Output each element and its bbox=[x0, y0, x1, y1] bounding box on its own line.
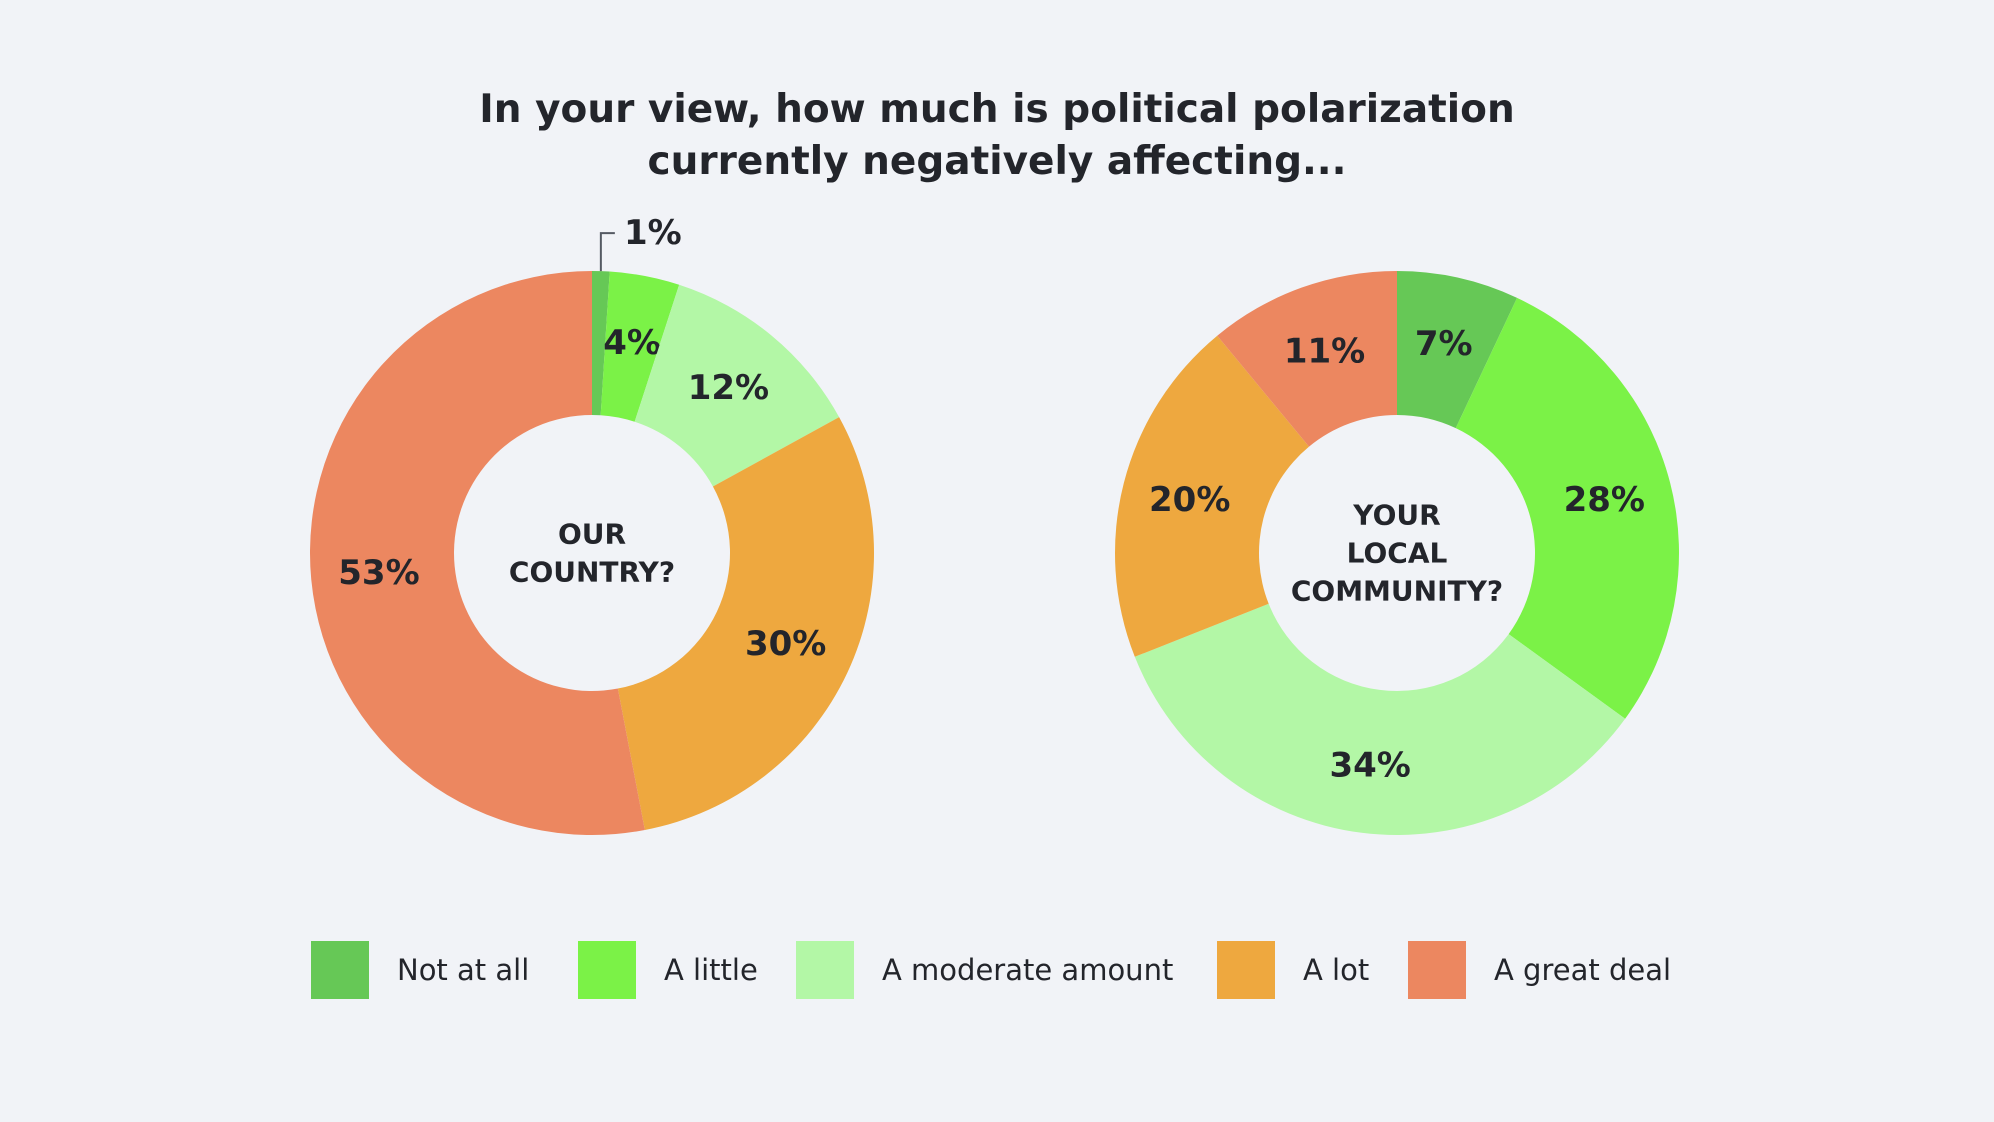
legend-swatch-a-moderate-amount bbox=[796, 941, 854, 999]
donut-1: 1% 4% 12% 30% 53% OUR COUNTRY? bbox=[309, 213, 874, 836]
donut-2-center-label-line-2: LOCAL bbox=[1347, 537, 1448, 570]
donut-2-slice-a-great-deal bbox=[1217, 271, 1397, 447]
legend-label-a-moderate-amount: A moderate amount bbox=[882, 953, 1174, 987]
donut-1-leader-not-at-all bbox=[599, 232, 615, 272]
donut-1-label-a-lot: 30% bbox=[745, 624, 826, 664]
donut-2-label-a-great-deal: 11% bbox=[1284, 332, 1365, 372]
donut-1-label-a-great-deal: 53% bbox=[338, 553, 419, 593]
donut-2-center-label-line-1: YOUR bbox=[1352, 499, 1440, 532]
chart-legend: Not at all A little A moderate amount A … bbox=[0, 940, 1994, 1006]
legend-label-not-at-all: Not at all bbox=[397, 953, 530, 987]
donut-2-label-a-little: 28% bbox=[1564, 480, 1645, 520]
donut-1-slice-a-little bbox=[600, 271, 680, 422]
donut-2-center-label-line-3: COMMUNITY? bbox=[1291, 575, 1503, 608]
legend-item-a-moderate-amount: A moderate amount bbox=[796, 940, 1173, 1000]
legend-swatch-a-great-deal bbox=[1408, 941, 1466, 999]
donut-1-slice-not-at-all bbox=[592, 271, 610, 416]
legend-item-a-little: A little bbox=[578, 940, 758, 1000]
legend-swatch-not-at-all bbox=[311, 941, 369, 999]
donut-2-label-a-lot: 20% bbox=[1149, 480, 1230, 520]
donut-1-slice-a-lot bbox=[617, 417, 874, 831]
legend-item-a-great-deal: A great deal bbox=[1408, 940, 1671, 1000]
donut-1-slice-a-moderate-amount bbox=[634, 284, 840, 487]
donut-1-center-label-line-2: COUNTRY? bbox=[509, 556, 675, 589]
legend-swatch-a-lot bbox=[1217, 941, 1275, 999]
chart-title-line-1: In your view, how much is political pola… bbox=[479, 87, 1515, 132]
donut-2-label-not-at-all: 7% bbox=[1415, 324, 1473, 364]
donut-2-slice-a-little bbox=[1455, 297, 1679, 719]
donut-1-slice-a-great-deal bbox=[309, 271, 645, 836]
donut-1-label-a-moderate-amount: 12% bbox=[688, 368, 769, 408]
donut-2-label-a-moderate-amount: 34% bbox=[1329, 745, 1410, 785]
donut-2-slice-a-lot bbox=[1115, 335, 1310, 657]
donut-1-label-not-at-all: 1% bbox=[624, 213, 682, 253]
donut-1-center-label-line-1: OUR bbox=[558, 518, 626, 551]
legend-item-not-at-all: Not at all bbox=[311, 940, 529, 1000]
legend-label-a-little: A little bbox=[664, 953, 758, 987]
donut-1-label-a-little: 4% bbox=[603, 323, 661, 363]
donut-2: 7% 28% 34% 20% 11% YOUR LOCAL COMMUNITY? bbox=[1115, 271, 1679, 835]
legend-label-a-lot: A lot bbox=[1303, 953, 1370, 987]
donut-2-slice-a-moderate-amount bbox=[1134, 603, 1626, 835]
legend-item-a-lot: A lot bbox=[1217, 940, 1369, 1000]
legend-label-a-great-deal: A great deal bbox=[1494, 953, 1672, 987]
donut-2-slice-not-at-all bbox=[1397, 271, 1518, 429]
chart-title: In your view, how much is political pola… bbox=[0, 84, 1994, 188]
chart-title-line-2: currently negatively affecting... bbox=[647, 139, 1347, 184]
legend-swatch-a-little bbox=[578, 941, 636, 999]
